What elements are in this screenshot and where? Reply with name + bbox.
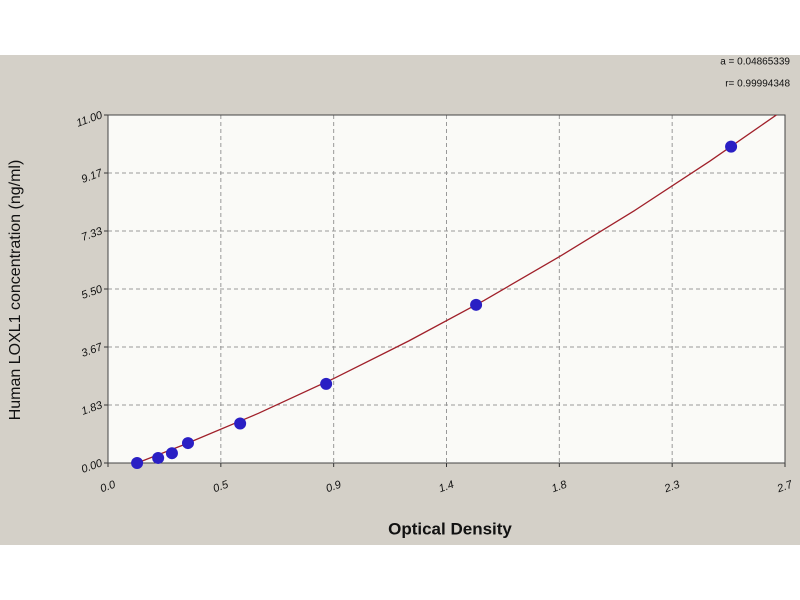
- x-tick-label: 1.8: [550, 478, 569, 495]
- x-tick-label: 2.7: [775, 478, 795, 495]
- data-point: [152, 451, 165, 464]
- x-tick-label: 1.4: [437, 479, 455, 496]
- data-point: [181, 437, 194, 450]
- annotation: a = 0.04865339: [720, 57, 790, 68]
- data-point: [131, 457, 144, 469]
- data-point: [165, 447, 178, 460]
- data-point: [320, 377, 333, 390]
- y-axis-label: Human LOXL1 concentration (ng/ml): [7, 160, 24, 421]
- annotation: r= 0.99994348: [725, 79, 790, 90]
- x-tick-label: 0.0: [99, 478, 118, 495]
- x-tick-label: 2.3: [662, 478, 682, 495]
- x-axis-label: Optical Density: [388, 519, 512, 538]
- x-tick-label: 0.5: [212, 478, 231, 495]
- plot-border: [107, 114, 786, 464]
- data-point: [234, 417, 247, 430]
- data-point: [470, 298, 483, 311]
- fit-curve: [137, 115, 778, 463]
- x-tick-label: 0.9: [324, 479, 342, 496]
- data-point: [725, 140, 738, 153]
